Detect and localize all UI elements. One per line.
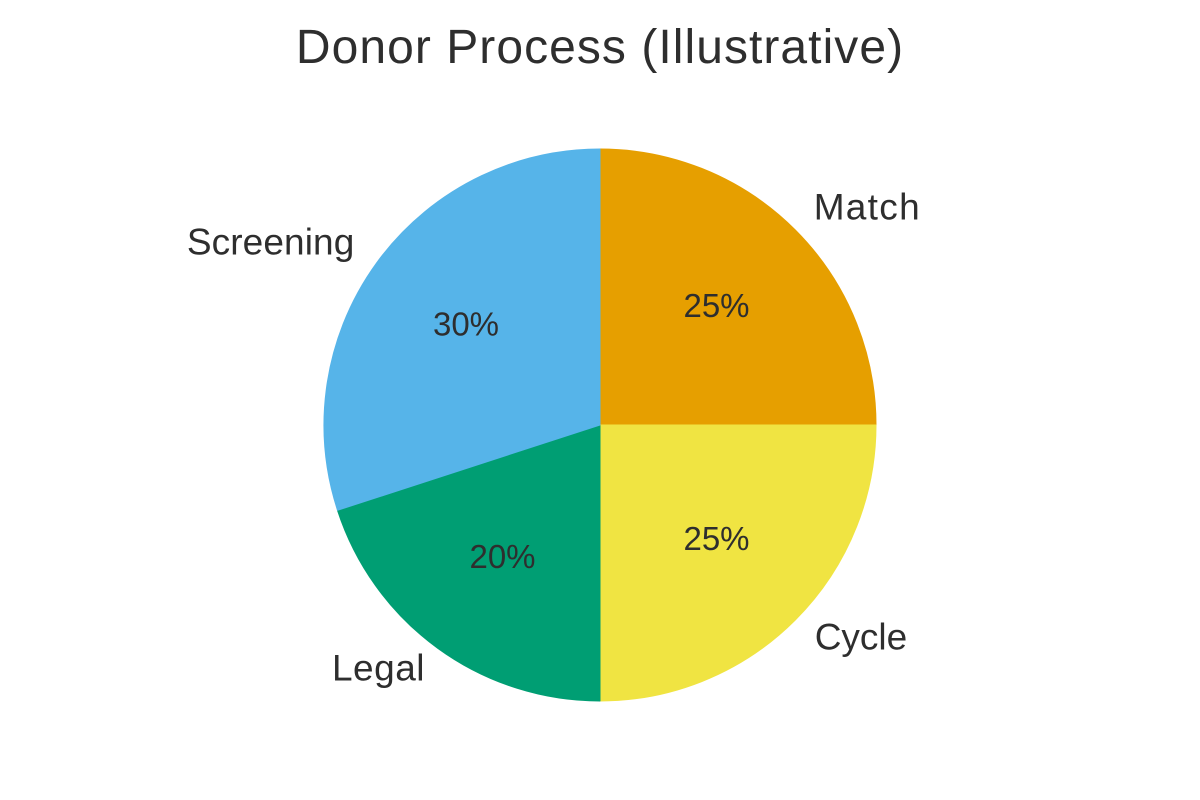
svg-text:25%: 25% <box>683 520 749 557</box>
svg-text:25%: 25% <box>683 287 749 324</box>
svg-text:Cycle: Cycle <box>815 617 908 658</box>
svg-text:Legal: Legal <box>332 648 425 689</box>
svg-text:Match: Match <box>814 187 921 228</box>
svg-text:20%: 20% <box>469 538 535 575</box>
svg-text:30%: 30% <box>433 306 499 343</box>
svg-text:Screening: Screening <box>187 222 355 263</box>
svg-text:Donor Process (Illustrative): Donor Process (Illustrative) <box>296 21 904 74</box>
